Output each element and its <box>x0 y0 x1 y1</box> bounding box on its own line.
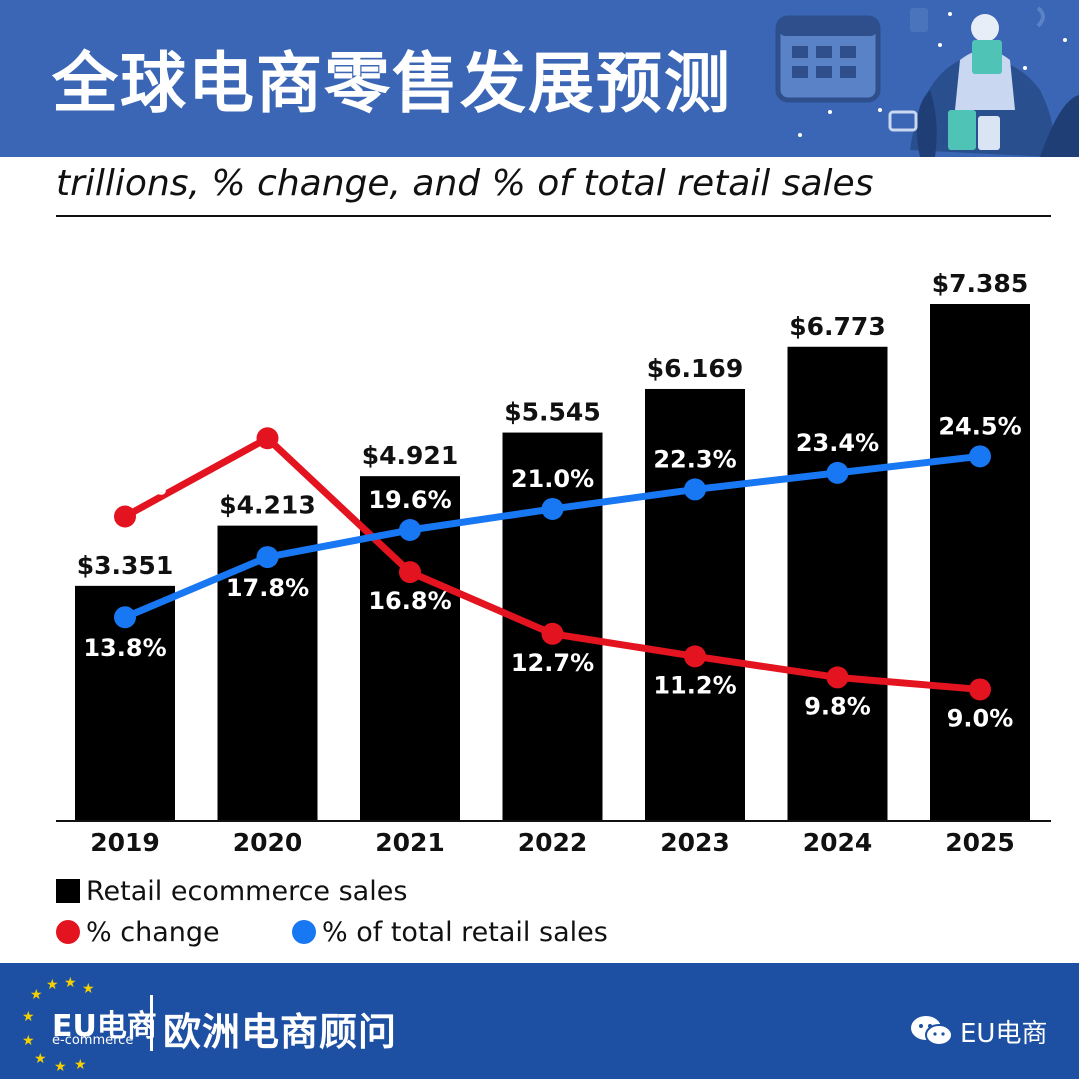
x-tick-label-2020: 2020 <box>233 828 303 857</box>
share-point-2020 <box>256 546 279 569</box>
change-point-2020 <box>256 427 279 450</box>
bar-label-2025: $7.385 <box>932 269 1028 298</box>
page-title: 全球电商零售发展预测 <box>52 45 732 122</box>
shopping-illustration-icon <box>775 6 1079 157</box>
bar-label-2020: $4.213 <box>219 491 315 520</box>
footer-brand-sub: e-commerce <box>52 1033 134 1048</box>
x-tick-label-2024: 2024 <box>803 828 873 857</box>
share-label-2023: 22.3% <box>653 445 736 473</box>
change-label-2023: 11.2% <box>653 671 736 699</box>
svg-text:★: ★ <box>46 977 59 993</box>
share-label-2021: 19.6% <box>368 486 451 514</box>
legend-label-change: % change <box>86 917 220 948</box>
wechat-icon[interactable] <box>910 1015 954 1047</box>
share-point-2025 <box>969 445 991 468</box>
share-label-2024: 23.4% <box>796 429 879 457</box>
share-label-2020: 17.8% <box>226 574 309 602</box>
change-point-2023 <box>684 645 706 668</box>
x-tick-label-2023: 2023 <box>660 828 730 857</box>
legend-label-share: % of total retail sales <box>322 917 608 948</box>
share-label-2019: 13.8% <box>83 634 166 662</box>
x-tick-label-2022: 2022 <box>518 828 588 857</box>
legend-item-sales: Retail ecommerce sales <box>56 876 407 907</box>
change-label-2022: 12.7% <box>511 649 594 677</box>
svg-text:★: ★ <box>82 981 95 997</box>
share-point-2024 <box>826 461 849 484</box>
eu-stars-icon: ★★ ★ ★ ★★★ ★ ★ <box>22 977 95 1072</box>
x-tick-label-2025: 2025 <box>945 828 1015 857</box>
bar-2023 <box>645 388 745 820</box>
bar-label-2022: $5.545 <box>504 398 600 427</box>
chart-subtitle: trillions, % change, and % of total reta… <box>56 163 874 204</box>
svg-text:★: ★ <box>22 1009 35 1025</box>
svg-text:★: ★ <box>54 1059 67 1072</box>
bar-label-2019: $3.351 <box>77 551 173 580</box>
change-point-2021 <box>399 561 421 584</box>
svg-text:★: ★ <box>22 1033 35 1049</box>
bar-2024 <box>787 346 888 820</box>
bar-label-2023: $6.169 <box>647 354 743 383</box>
change-label-2021: 16.8% <box>368 587 451 615</box>
legend-swatch-change <box>56 920 80 944</box>
wechat-account-label: EU电商 <box>960 1019 1048 1049</box>
svg-text:★: ★ <box>74 1057 87 1072</box>
legend-label-sales: Retail ecommerce sales <box>86 876 408 907</box>
change-point-2019 <box>114 505 136 528</box>
bar-2025 <box>930 304 1030 820</box>
svg-text:★: ★ <box>34 1051 47 1067</box>
bar-label-2021: $4.921 <box>362 441 458 470</box>
ecommerce-forecast-chart: $3.351 2019 $4.213 2020 $4.921 2021 $5.545 2022… <box>56 269 1051 857</box>
footer-divider <box>150 995 153 1051</box>
change-label-2019: 20.5% <box>83 472 166 500</box>
subtitle-rule <box>56 215 1051 217</box>
change-point-2025 <box>969 678 991 701</box>
change-label-2024: 9.8% <box>804 692 871 720</box>
x-tick-label-2021: 2021 <box>375 828 445 857</box>
share-point-2019 <box>114 606 136 629</box>
legend-swatch-share <box>292 920 316 944</box>
change-point-2022 <box>541 622 564 645</box>
legend-item-change: % change <box>56 917 220 948</box>
share-point-2023 <box>684 478 706 501</box>
svg-text:★: ★ <box>30 987 43 1003</box>
footer-name: 欧洲电商顾问 <box>163 1010 398 1054</box>
footer-bar: ★ ★ ★ ★ ★ ★ ★ ★ ★ EU电商 e-commerce 欧洲电商顾问 EU电商 <box>0 963 1079 1079</box>
share-point-2021 <box>399 519 421 542</box>
header-banner: 全球电商零售发展预测 <box>0 0 1079 157</box>
change-label-2025: 9.0% <box>947 704 1014 732</box>
footer-brand: EU电商 <box>52 1009 157 1044</box>
share-label-2025: 24.5% <box>938 412 1021 440</box>
legend-swatch-sales <box>56 879 80 903</box>
change-point-2024 <box>826 666 849 689</box>
change-label-2020: 25.7% <box>226 394 309 422</box>
legend-item-share: % of total retail sales <box>292 917 608 948</box>
svg-text:★: ★ <box>64 977 77 991</box>
x-tick-label-2019: 2019 <box>90 828 160 857</box>
share-label-2022: 21.0% <box>511 465 594 493</box>
bar-label-2024: $6.773 <box>789 312 885 341</box>
share-point-2022 <box>541 497 564 520</box>
